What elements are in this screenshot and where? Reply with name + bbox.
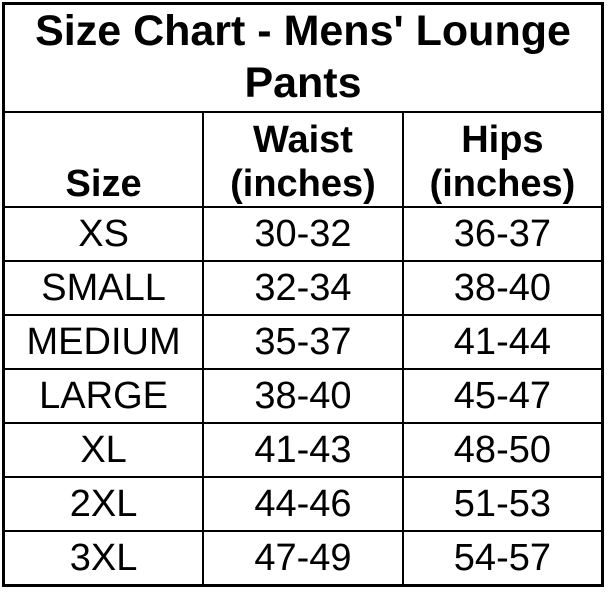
table-row: SMALL 32-34 38-40	[2, 260, 604, 316]
table-row: MEDIUM 35-37 41-44	[2, 314, 604, 370]
size-cell: 2XL	[2, 476, 205, 532]
table-row: 2XL 44-46 51-53	[2, 476, 604, 532]
header-row: Size Waist (inches) Hips (inches)	[2, 111, 604, 208]
chart-title: Size Chart - Mens' Lounge Pants	[2, 2, 604, 113]
waist-cell: 35-37	[202, 314, 404, 370]
size-cell: MEDIUM	[2, 314, 205, 370]
hips-cell: 45-47	[401, 368, 604, 424]
waist-cell: 41-43	[202, 422, 404, 478]
waist-cell: 30-32	[202, 206, 404, 262]
column-header-size: Size	[2, 111, 205, 208]
size-cell: XL	[2, 422, 205, 478]
table-row: XS 30-32 36-37	[2, 206, 604, 262]
column-header-hips: Hips (inches)	[401, 111, 604, 208]
waist-cell: 47-49	[202, 530, 404, 587]
hips-cell: 54-57	[401, 530, 604, 587]
hips-cell: 48-50	[401, 422, 604, 478]
size-chart-table: Size Chart - Mens' Lounge Pants Size Wai…	[2, 2, 604, 587]
table-row: 3XL 47-49 54-57	[2, 530, 604, 587]
hips-cell: 41-44	[401, 314, 604, 370]
table-row: LARGE 38-40 45-47	[2, 368, 604, 424]
size-cell: SMALL	[2, 260, 205, 316]
waist-cell: 32-34	[202, 260, 404, 316]
title-row: Size Chart - Mens' Lounge Pants	[2, 2, 604, 113]
size-cell: XS	[2, 206, 205, 262]
waist-cell: 38-40	[202, 368, 404, 424]
hips-cell: 36-37	[401, 206, 604, 262]
table-row: XL 41-43 48-50	[2, 422, 604, 478]
size-cell: LARGE	[2, 368, 205, 424]
size-cell: 3XL	[2, 530, 205, 587]
waist-cell: 44-46	[202, 476, 404, 532]
hips-cell: 51-53	[401, 476, 604, 532]
column-header-waist: Waist (inches)	[202, 111, 404, 208]
hips-cell: 38-40	[401, 260, 604, 316]
